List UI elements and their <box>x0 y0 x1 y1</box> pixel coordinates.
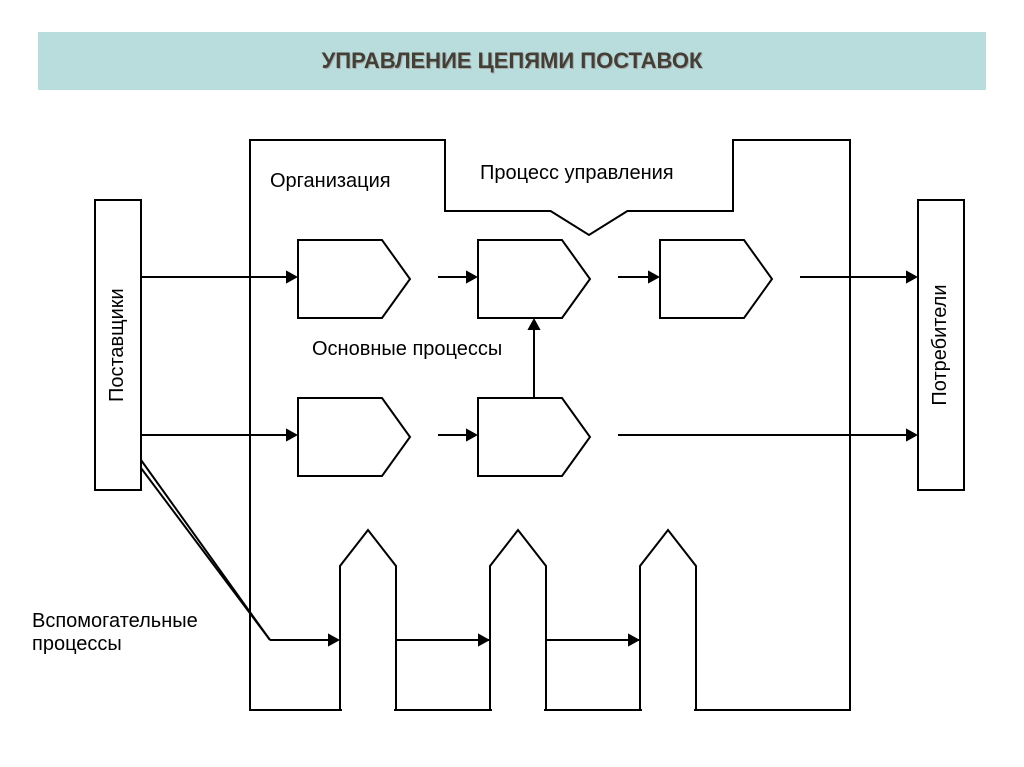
main-processes-label: Основные процессы <box>312 338 502 361</box>
diagram-stage: УПРАВЛЕНИЕ ЦЕПЯМИ ПОСТАВОК Поставщики По… <box>0 0 1024 767</box>
organization-label: Организация <box>270 170 391 193</box>
suppliers-label: Поставщики <box>106 287 129 403</box>
consumers-label: Потребители <box>929 281 952 409</box>
management-label: Процесс управления <box>480 162 674 185</box>
aux-processes-label: Вспомогательные процессы <box>32 610 198 656</box>
